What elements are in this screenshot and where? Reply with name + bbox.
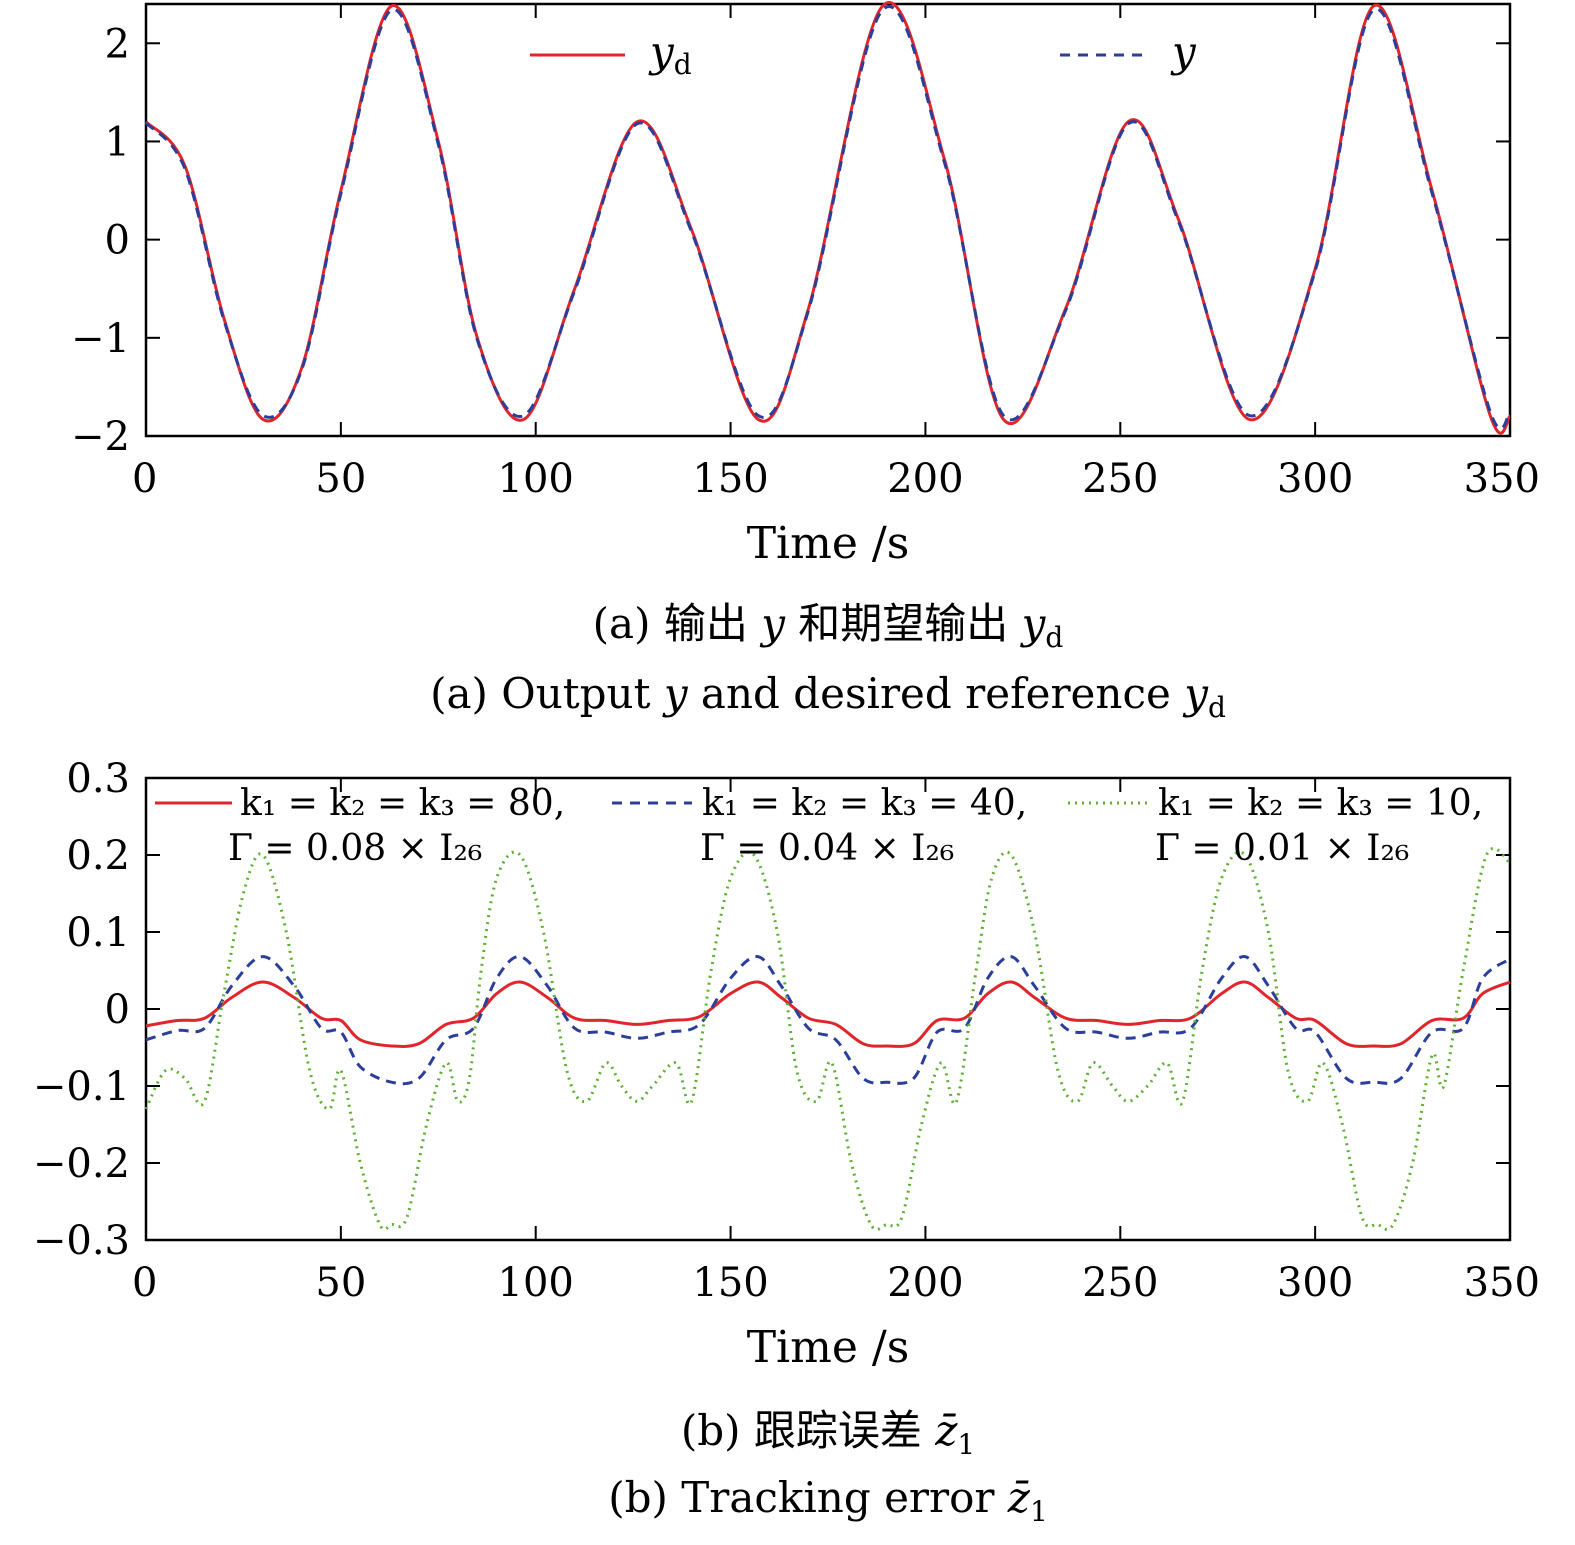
- series-line-b-3: [144, 846, 1511, 1231]
- chart-a-frame: [144, 2, 1512, 438]
- legend-b-label-3-line2: Γ = 0.01 × I₂₆: [1155, 828, 1409, 869]
- chart-b-caption-cn: (b) 跟踪误差 z̄1: [681, 1406, 975, 1461]
- chart-a-x-ticks: 0 50 100 150 200 250 300 350: [132, 4, 1540, 502]
- legend-a-label-yd: yd: [648, 27, 692, 81]
- chart-a-caption-en: (a) Output y and desired reference yd: [430, 669, 1226, 724]
- y-tick-label: −0.2: [33, 1141, 130, 1187]
- x-tick-label: 250: [1082, 456, 1158, 502]
- x-tick-label: 250: [1082, 1260, 1158, 1306]
- x-tick-label: 150: [692, 456, 768, 502]
- x-tick-label: 150: [692, 1260, 768, 1306]
- chart-a-caption-cn: (a) 输出 y 和期望输出 yd: [593, 599, 1064, 654]
- chart-b-legend: k₁ = k₂ = k₃ = 80, Γ = 0.08 × I₂₆ k₁ = k…: [155, 783, 1483, 869]
- chart-a-xlabel: Time /s: [747, 518, 910, 569]
- chart-b-xlabel: Time /s: [747, 1322, 910, 1373]
- legend-b-label-2-line2: Γ = 0.04 × I₂₆: [700, 828, 954, 869]
- x-tick-label: 350: [1464, 1260, 1540, 1306]
- y-tick-label: 0: [105, 987, 130, 1033]
- chart-b-series: [144, 846, 1511, 1231]
- chart-a-series: [144, 1, 1512, 435]
- x-tick-label: 350: [1464, 456, 1540, 502]
- y-tick-label: 2: [105, 21, 130, 67]
- legend-b-label-1-line2: Γ = 0.08 × I₂₆: [228, 828, 482, 869]
- chart-a-legend: yd y: [530, 27, 1197, 81]
- x-tick-label: 50: [315, 1260, 366, 1306]
- y-tick-label: 0.3: [66, 756, 130, 802]
- y-tick-label: 0.1: [66, 910, 130, 956]
- chart-a: −2 −1 0 1 2 0 50 100 150 200 250 300 350 yd y Time …: [71, 1, 1540, 724]
- legend-b-label-1-line1: k₁ = k₂ = k₃ = 80,: [240, 783, 565, 824]
- chart-b: −0.3 −0.2 −0.1 0 0.1 0.2 0.3 0 50 100 150 200 250 30…: [33, 756, 1540, 1528]
- x-tick-label: 300: [1277, 1260, 1353, 1306]
- x-tick-label: 200: [887, 1260, 963, 1306]
- x-tick-label: 200: [887, 456, 963, 502]
- x-tick-label: 100: [498, 456, 574, 502]
- x-tick-label: 50: [315, 456, 366, 502]
- y-tick-label: −0.1: [33, 1064, 130, 1110]
- x-tick-label: 100: [498, 1260, 574, 1306]
- series-line-a-1: [144, 1, 1512, 435]
- x-tick-label: 300: [1277, 456, 1353, 502]
- series-line-b-2: [145, 955, 1511, 1086]
- chart-b-y-ticks: −0.3 −0.2 −0.1 0 0.1 0.2 0.3: [33, 756, 1510, 1264]
- legend-a-label-y: y: [1170, 27, 1197, 76]
- y-tick-label: 0: [105, 218, 130, 264]
- legend-b-label-3-line1: k₁ = k₂ = k₃ = 10,: [1158, 783, 1483, 824]
- chart-a-y-ticks: −2 −1 0 1 2: [71, 21, 1510, 460]
- x-tick-label: 0: [132, 1260, 157, 1306]
- chart-b-x-ticks: 0 50 100 150 200 250 300 350: [132, 778, 1540, 1306]
- y-tick-label: 0.2: [66, 833, 130, 879]
- x-tick-label: 0: [132, 456, 157, 502]
- chart-b-caption-en: (b) Tracking error z̄1: [608, 1473, 1048, 1528]
- y-tick-label: −0.3: [33, 1218, 130, 1264]
- y-tick-label: −1: [71, 316, 130, 362]
- series-line-a-2: [144, 5, 1512, 431]
- y-tick-label: 1: [105, 119, 130, 165]
- y-tick-label: −2: [71, 414, 130, 460]
- legend-b-label-2-line1: k₁ = k₂ = k₃ = 40,: [702, 783, 1027, 824]
- series-line-b-1: [145, 980, 1511, 1048]
